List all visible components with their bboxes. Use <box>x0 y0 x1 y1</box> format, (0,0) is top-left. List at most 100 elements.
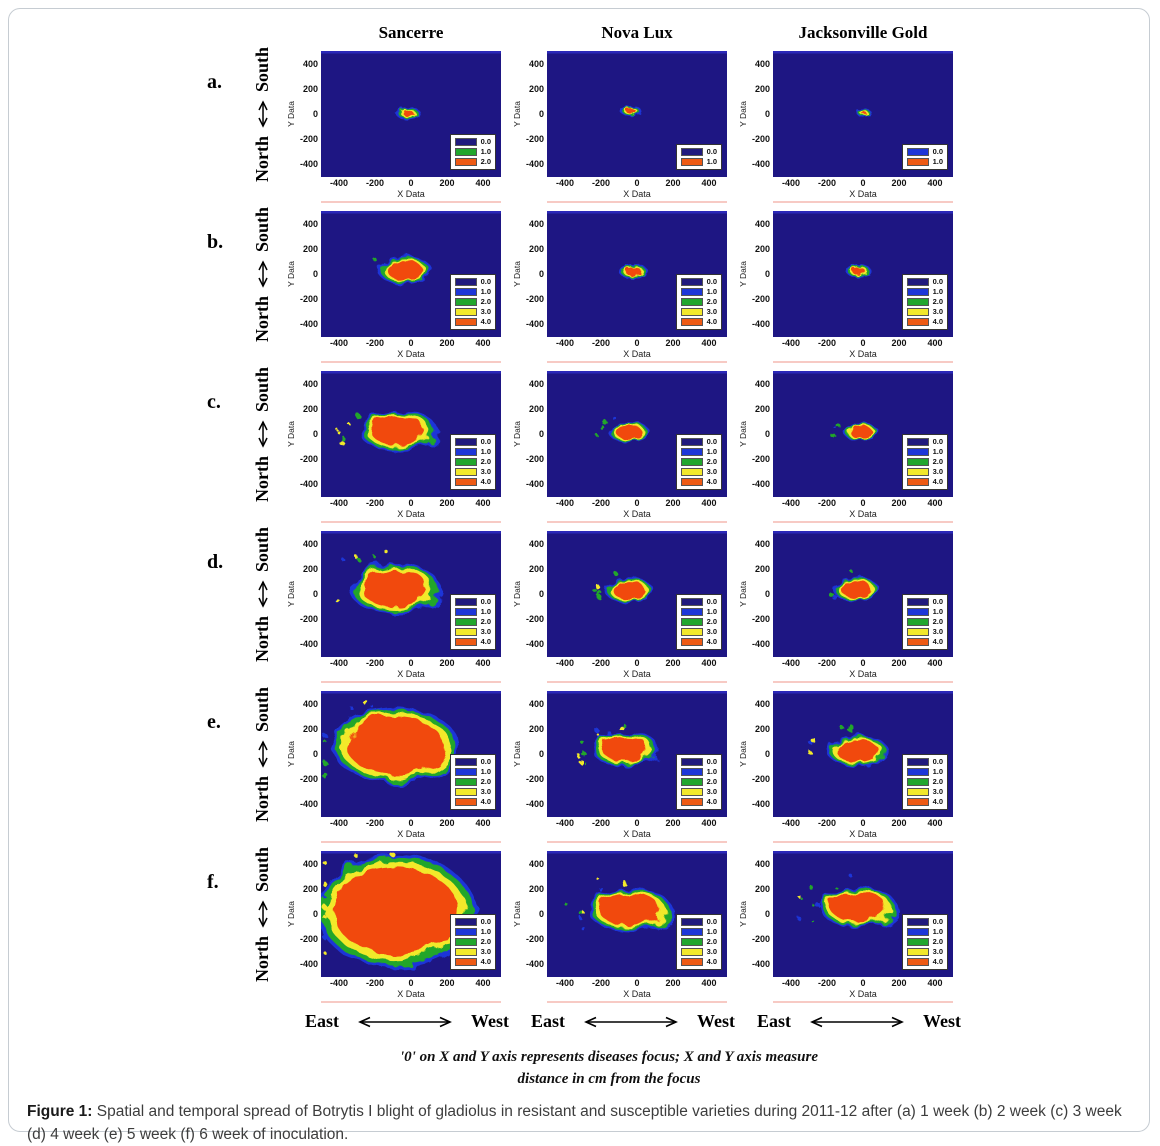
legend-entry: 4.0 <box>455 798 491 806</box>
legend-swatch <box>907 598 929 606</box>
legend-swatch <box>455 798 477 806</box>
x-tick-label: 400 <box>927 498 942 508</box>
y-tick-label: -400 <box>526 799 544 809</box>
heatmap-blob <box>833 577 879 602</box>
legend-swatch <box>455 618 477 626</box>
legend-swatch <box>455 788 477 796</box>
y-tick-label: 200 <box>755 244 770 254</box>
legend-entry: 0.0 <box>681 438 717 446</box>
north-label: North <box>253 136 274 182</box>
legend-value: 3.0 <box>707 468 717 476</box>
legend-entry: 4.0 <box>455 638 491 646</box>
legend-swatch <box>455 948 477 956</box>
y-tick-label: 0 <box>765 589 770 599</box>
legend-value: 4.0 <box>481 478 491 486</box>
south-label: South <box>253 46 274 91</box>
y-tick-label: -400 <box>300 319 318 329</box>
y-tick-label: -200 <box>300 614 318 624</box>
legend-entry: 1.0 <box>455 768 491 776</box>
legend-entry: 4.0 <box>681 798 717 806</box>
south-label: South <box>253 846 274 891</box>
legend-swatch <box>907 298 929 306</box>
legend-value: 3.0 <box>707 628 717 636</box>
x-tick-label: -400 <box>782 178 800 188</box>
legend-swatch <box>907 958 929 966</box>
legend-swatch <box>907 288 929 296</box>
north-label: North <box>253 936 274 982</box>
y-tick-label: -200 <box>752 614 770 624</box>
x-tick-label: 0 <box>634 178 639 188</box>
east-west-label-nova-lux: East West <box>511 1011 727 1037</box>
y-tick-label: 200 <box>303 244 318 254</box>
north-label: North <box>253 776 274 822</box>
y-axis-title: Y Data <box>285 371 297 497</box>
legend-value: 0.0 <box>933 918 943 926</box>
x-tick-label: -400 <box>330 658 348 668</box>
legend-entry: 1.0 <box>681 448 717 456</box>
legend-swatch <box>907 778 929 786</box>
legend-swatch <box>455 438 477 446</box>
legend-swatch <box>907 628 929 636</box>
x-tick-label: 400 <box>927 658 942 668</box>
legend-value: 2.0 <box>707 938 717 946</box>
heatmap-blob <box>396 107 421 120</box>
legend-entry: 2.0 <box>907 938 943 946</box>
legend-entry: 1.0 <box>907 448 943 456</box>
row-label: e. <box>207 691 241 843</box>
legend-value: 2.0 <box>933 938 943 946</box>
double-arrow-icon <box>257 417 269 451</box>
legend-value: 4.0 <box>481 958 491 966</box>
y-tick-label: -400 <box>300 959 318 969</box>
x-tick-label: 0 <box>634 338 639 348</box>
legend-entry: 3.0 <box>681 468 717 476</box>
x-tick-label: 400 <box>475 498 490 508</box>
heatmap-blob <box>843 424 879 441</box>
x-tick-label: 200 <box>439 978 454 988</box>
x-tick-label: 200 <box>891 498 906 508</box>
x-tick-label: -400 <box>782 658 800 668</box>
x-tick-label: 0 <box>860 498 865 508</box>
x-tick-label: -400 <box>330 978 348 988</box>
x-tick-label: 400 <box>475 178 490 188</box>
legend-value: 0.0 <box>707 598 717 606</box>
x-tick-label: 400 <box>701 338 716 348</box>
double-arrow-icon <box>579 1016 683 1028</box>
x-tick-label: -400 <box>330 818 348 828</box>
x-tick-label: -200 <box>366 818 384 828</box>
x-tick-label: 0 <box>860 818 865 828</box>
legend-swatch <box>455 938 477 946</box>
y-tick-label: 400 <box>529 859 544 869</box>
legend-value: 2.0 <box>707 458 717 466</box>
x-axis-title: X Data <box>773 669 953 679</box>
y-tick-label: 0 <box>539 429 544 439</box>
legend-entry: 1.0 <box>681 768 717 776</box>
x-tick-label: 200 <box>665 818 680 828</box>
x-tick-label: -400 <box>782 498 800 508</box>
x-tick-label: 200 <box>439 178 454 188</box>
y-tick-label: -200 <box>526 774 544 784</box>
legend-entry: 4.0 <box>681 638 717 646</box>
legend-entry: 2.0 <box>907 458 943 466</box>
legend-value: 4.0 <box>707 638 717 646</box>
legend-swatch <box>907 618 929 626</box>
y-tick-label: -400 <box>526 639 544 649</box>
y-axis-title: Y Data <box>511 371 523 497</box>
x-axis-title: X Data <box>547 349 727 359</box>
y-tick-label: 0 <box>765 269 770 279</box>
south-label: South <box>253 366 274 411</box>
